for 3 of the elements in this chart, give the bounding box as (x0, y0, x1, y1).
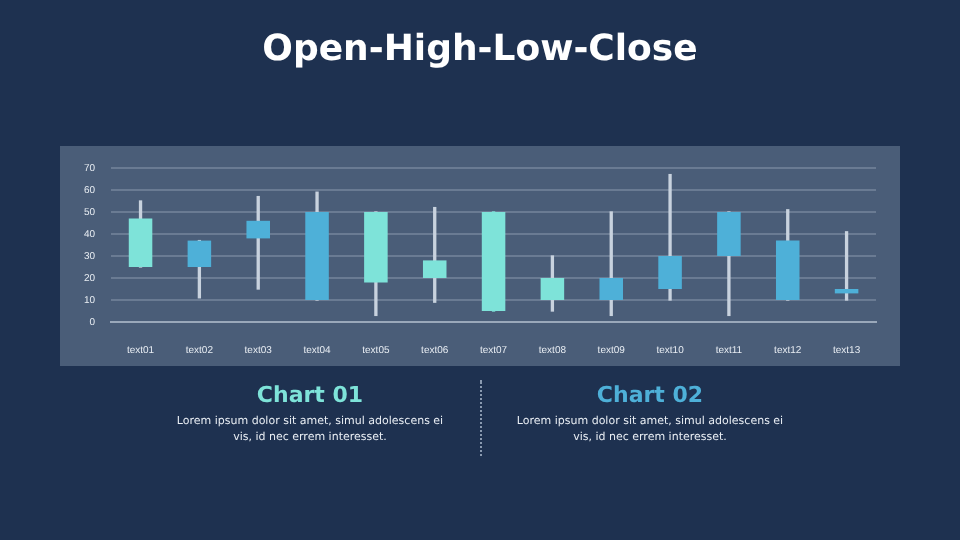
caption: Chart 02 (594, 382, 706, 408)
caption: Chart 01 (254, 382, 366, 408)
chart-title: Open-High-Low-Close (260, 28, 700, 70)
